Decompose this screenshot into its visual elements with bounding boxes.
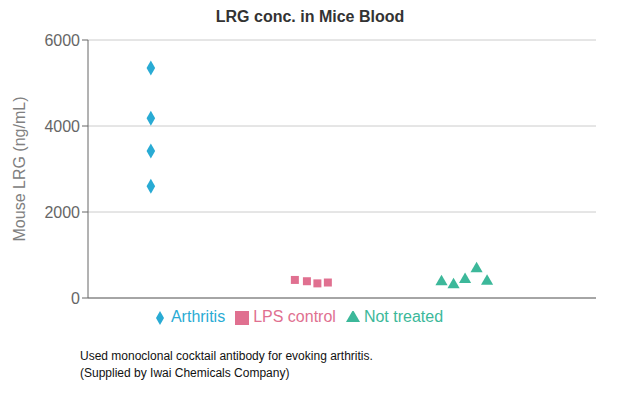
html-text:Arthritis: Arthritis (170, 308, 226, 325)
svg-text:6000: 6000 (44, 32, 80, 49)
svg-text:0: 0 (71, 290, 80, 307)
html-text:LPS control: LPS control (253, 308, 336, 325)
html-text:Not treated: Not treated (363, 308, 443, 325)
svg-text:4000: 4000 (44, 118, 80, 135)
svg-text:Mouse LRG (ng/mL): Mouse LRG (ng/mL) (11, 97, 28, 242)
html-text:(Supplied by Iwai Chemicals Co: (Supplied by Iwai Chemicals Company) (80, 366, 290, 380)
html-text:Used monoclonal cocktail antib: Used monoclonal cocktail antibody for ev… (80, 349, 373, 363)
svg-text:2000: 2000 (44, 204, 80, 221)
html-text:LRG conc. in Mice Blood: LRG conc. in Mice Blood (215, 8, 405, 25)
